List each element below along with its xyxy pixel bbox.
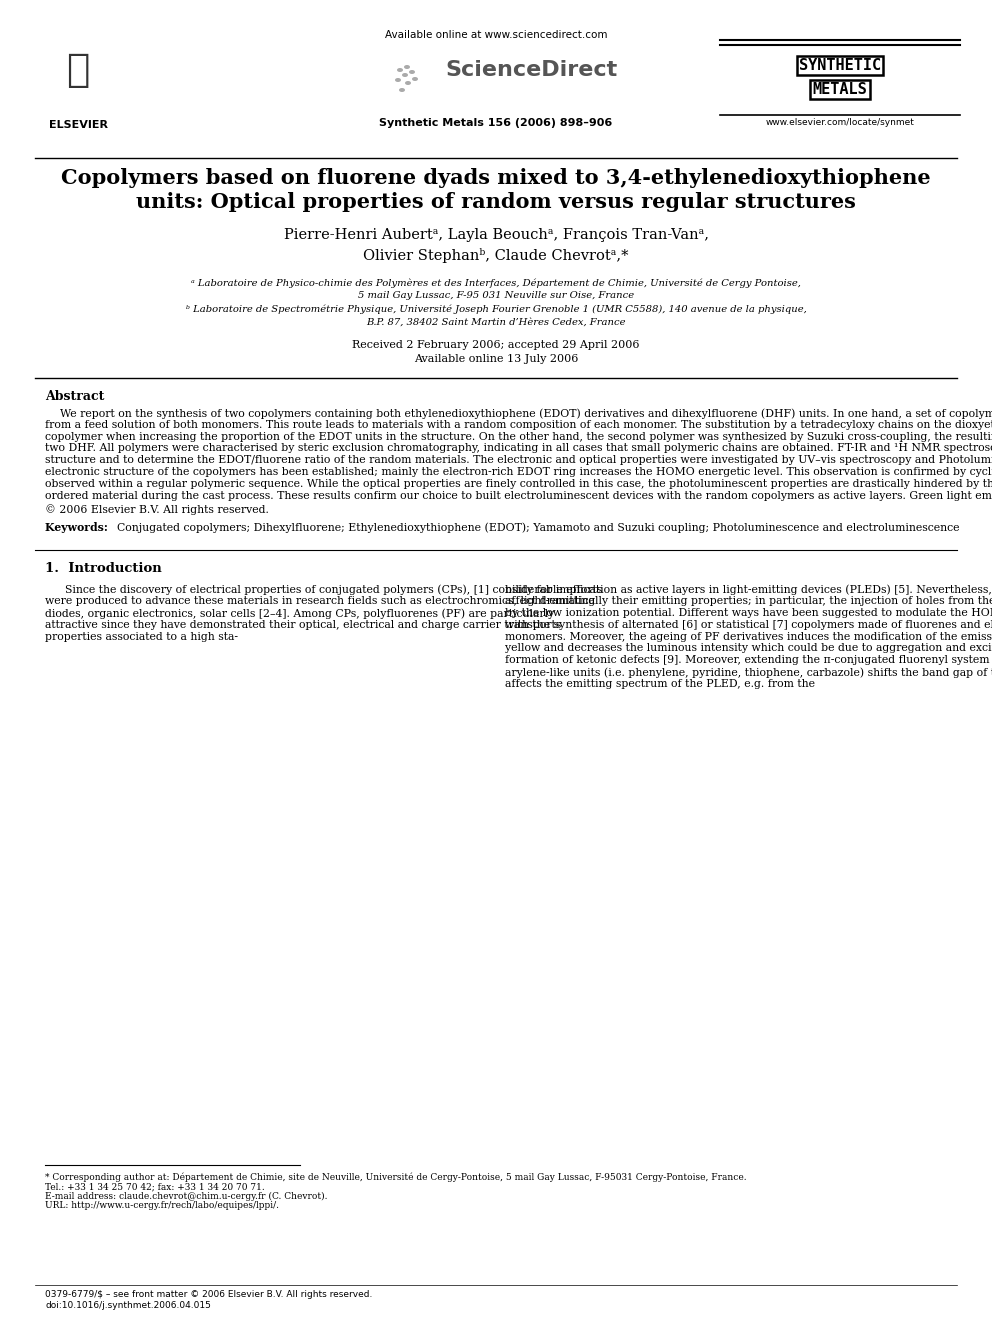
Text: Tel.: +33 1 34 25 70 42; fax: +33 1 34 20 70 71.: Tel.: +33 1 34 25 70 42; fax: +33 1 34 2… bbox=[45, 1183, 265, 1192]
Text: URL: http://www.u-cergy.fr/rech/labo/equipes/lppi/.: URL: http://www.u-cergy.fr/rech/labo/equ… bbox=[45, 1201, 279, 1211]
Ellipse shape bbox=[405, 81, 411, 85]
Text: Copolymers based on fluorene dyads mixed to 3,4-ethylenedioxythiophene: Copolymers based on fluorene dyads mixed… bbox=[62, 168, 930, 188]
Text: units: Optical properties of random versus regular structures: units: Optical properties of random vers… bbox=[136, 192, 856, 212]
Text: with the synthesis of alternated [6] or statistical [7] copolymers made of fluor: with the synthesis of alternated [6] or … bbox=[505, 619, 992, 630]
Text: 🌳: 🌳 bbox=[66, 50, 89, 89]
Text: Received 2 February 2006; accepted 29 April 2006: Received 2 February 2006; accepted 29 Ap… bbox=[352, 340, 640, 351]
Text: ᵇ Laboratoire de Spectrométrie Physique, Université Joseph Fourier Grenoble 1 (U: ᵇ Laboratoire de Spectrométrie Physique,… bbox=[186, 306, 806, 315]
Text: diodes, organic electronics, solar cells [2–4]. Among CPs, polyfluorenes (PF) ar: diodes, organic electronics, solar cells… bbox=[45, 609, 555, 619]
Text: affect dramatically their emitting properties; in particular, the injection of h: affect dramatically their emitting prope… bbox=[505, 597, 992, 606]
Text: by the low ionization potential. Different ways have been suggested to modulate : by the low ionization potential. Differe… bbox=[505, 609, 992, 618]
Text: yellow and decreases the luminous intensity which could be due to aggregation an: yellow and decreases the luminous intens… bbox=[505, 643, 992, 654]
Text: We report on the synthesis of two copolymers containing both ethylenedioxythioph: We report on the synthesis of two copoly… bbox=[60, 407, 992, 418]
Text: ScienceDirect: ScienceDirect bbox=[445, 60, 617, 79]
Text: E-mail address: claude.chevrot@chim.u-cergy.fr (C. Chevrot).: E-mail address: claude.chevrot@chim.u-ce… bbox=[45, 1192, 327, 1201]
Text: Olivier Stephanᵇ, Claude Chevrotᵃ,*: Olivier Stephanᵇ, Claude Chevrotᵃ,* bbox=[363, 247, 629, 263]
Text: SYNTHETIC: SYNTHETIC bbox=[799, 58, 881, 73]
Text: affects the emitting spectrum of the PLED, e.g. from the: affects the emitting spectrum of the PLE… bbox=[505, 679, 815, 689]
Text: monomers. Moreover, the ageing of PF derivatives induces the modification of the: monomers. Moreover, the ageing of PF der… bbox=[505, 631, 992, 642]
Text: observed within a regular polymeric sequence. While the optical properties are f: observed within a regular polymeric sequ… bbox=[45, 479, 992, 488]
Text: Available online 13 July 2006: Available online 13 July 2006 bbox=[414, 355, 578, 364]
Text: Conjugated copolymers; Dihexylfluorene; Ethylenedioxythiophene (EDOT); Yamamoto : Conjugated copolymers; Dihexylfluorene; … bbox=[117, 523, 959, 533]
Text: formation of ketonic defects [9]. Moreover, extending the π-conjugated fluorenyl: formation of ketonic defects [9]. Moreov… bbox=[505, 655, 992, 665]
Text: were produced to advance these materials in research fields such as electrochrom: were produced to advance these materials… bbox=[45, 597, 595, 606]
Text: Keywords:: Keywords: bbox=[45, 523, 112, 533]
Text: bility for implication as active layers in light-emitting devices (PLEDs) [5]. N: bility for implication as active layers … bbox=[505, 585, 992, 595]
Text: electronic structure of the copolymers has been established; mainly the electron: electronic structure of the copolymers h… bbox=[45, 467, 992, 478]
Text: Synthetic Metals 156 (2006) 898–906: Synthetic Metals 156 (2006) 898–906 bbox=[379, 118, 613, 128]
Text: Pierre-Henri Aubertᵃ, Layla Beouchᵃ, François Tran-Vanᵃ,: Pierre-Henri Aubertᵃ, Layla Beouchᵃ, Fra… bbox=[284, 228, 708, 242]
Text: doi:10.1016/j.synthmet.2006.04.015: doi:10.1016/j.synthmet.2006.04.015 bbox=[45, 1301, 211, 1310]
Text: Abstract: Abstract bbox=[45, 390, 104, 404]
Bar bbox=[28, 22, 128, 116]
Ellipse shape bbox=[404, 65, 410, 69]
Text: © 2006 Elsevier B.V. All rights reserved.: © 2006 Elsevier B.V. All rights reserved… bbox=[45, 504, 269, 515]
Text: www.elsevier.com/locate/synmet: www.elsevier.com/locate/synmet bbox=[766, 118, 915, 127]
Ellipse shape bbox=[397, 67, 403, 71]
Text: ELSEVIER: ELSEVIER bbox=[49, 120, 107, 130]
Text: * Corresponding author at: Département de Chimie, site de Neuville, Université d: * Corresponding author at: Département d… bbox=[45, 1174, 747, 1183]
Ellipse shape bbox=[402, 73, 408, 77]
Text: Available online at www.sciencedirect.com: Available online at www.sciencedirect.co… bbox=[385, 30, 607, 40]
Ellipse shape bbox=[399, 89, 405, 93]
Ellipse shape bbox=[395, 78, 401, 82]
Text: Since the discovery of electrical properties of conjugated polymers (CPs), [1] c: Since the discovery of electrical proper… bbox=[65, 585, 602, 595]
Text: arylene-like units (i.e. phenylene, pyridine, thiophene, carbazole) shifts the b: arylene-like units (i.e. phenylene, pyri… bbox=[505, 667, 992, 677]
Text: attractive since they have demonstrated their optical, electrical and charge car: attractive since they have demonstrated … bbox=[45, 619, 561, 630]
Text: ordered material during the cast process. These results confirm our choice to bu: ordered material during the cast process… bbox=[45, 491, 992, 500]
Text: two DHF. All polymers were characterised by steric exclusion chromatography, ind: two DHF. All polymers were characterised… bbox=[45, 443, 992, 454]
Text: copolymer when increasing the proportion of the EDOT units in the structure. On : copolymer when increasing the proportion… bbox=[45, 431, 992, 442]
Ellipse shape bbox=[409, 70, 415, 74]
Text: 0379-6779/$ – see front matter © 2006 Elsevier B.V. All rights reserved.: 0379-6779/$ – see front matter © 2006 El… bbox=[45, 1290, 372, 1299]
Text: ᵃ Laboratoire de Physico-chimie des Polymères et des Interfaces, Département de : ᵃ Laboratoire de Physico-chimie des Poly… bbox=[191, 278, 801, 287]
Text: 1.  Introduction: 1. Introduction bbox=[45, 562, 162, 576]
Text: structure and to determine the EDOT/fluorene ratio of the random materials. The : structure and to determine the EDOT/fluo… bbox=[45, 455, 992, 466]
Text: from a feed solution of both monomers. This route leads to materials with a rand: from a feed solution of both monomers. T… bbox=[45, 419, 992, 430]
Text: 5 mail Gay Lussac, F-95 031 Neuville sur Oise, France: 5 mail Gay Lussac, F-95 031 Neuville sur… bbox=[358, 291, 634, 300]
Ellipse shape bbox=[412, 77, 418, 81]
Text: METALS: METALS bbox=[812, 82, 867, 97]
Text: B.P. 87, 38402 Saint Martin d’Hères Cedex, France: B.P. 87, 38402 Saint Martin d’Hères Cede… bbox=[366, 318, 626, 327]
Text: properties associated to a high sta-: properties associated to a high sta- bbox=[45, 631, 238, 642]
